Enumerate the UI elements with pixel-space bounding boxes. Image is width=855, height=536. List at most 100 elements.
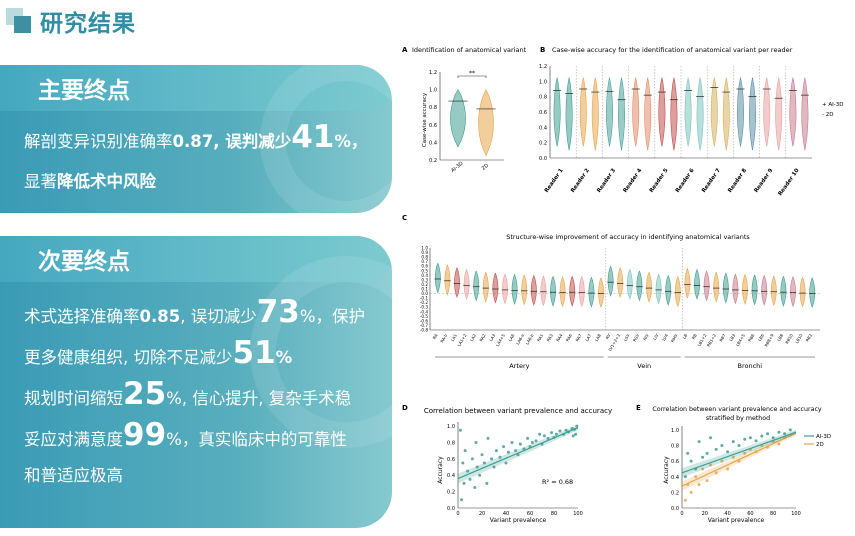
panel-c-violin [761, 275, 768, 306]
data-point [572, 427, 576, 431]
data-point [461, 461, 465, 465]
panel-c-xtick: RA3 [546, 333, 555, 343]
panel-a-title: Identification of anatomical variant [412, 46, 527, 54]
data-point [720, 444, 724, 448]
panel-b-violin-ai3d-5 [658, 77, 666, 147]
panel-b-violin-ai3d-2 [579, 77, 587, 147]
panel-c-xtick: LA6-a [515, 333, 525, 346]
s1-mid: , 误切减少 [180, 307, 257, 326]
data-point [542, 434, 546, 438]
panel-b-reader-label: Reader 2 [570, 168, 591, 194]
panel-c-violin [809, 277, 816, 309]
panel-c-ytick: -0.6 [420, 318, 429, 323]
x-tick: 20 [702, 511, 708, 517]
data-point [686, 451, 690, 455]
panel-c-violin [626, 269, 633, 300]
panel-c-xtick: RIV [642, 333, 650, 342]
panel-b-violin-ai3d-9 [763, 77, 771, 147]
panel-c-violin [617, 267, 624, 299]
panel-c-ytick: 0.8 [421, 255, 428, 260]
panel-c-violin [780, 276, 787, 307]
panel-e-title: Correlation between variant prevalence a… [652, 406, 823, 422]
panel-c-xtick: LSV [623, 333, 631, 342]
data-point [737, 444, 741, 448]
data-point [697, 440, 701, 444]
panel-c-xtick: RB [691, 333, 698, 341]
data-point [570, 427, 574, 431]
panel-a-sig-label: ** [469, 70, 475, 77]
panel-c-ytick: -0.7 [420, 323, 429, 328]
data-point [701, 455, 705, 459]
primary-line2-bold: 降低术中风险 [57, 172, 156, 191]
panel-c-violin [444, 264, 451, 296]
panel-b-violin-ai3d-4 [632, 77, 640, 147]
panel-c-violin [636, 270, 643, 302]
panel-b-violin-2d-8 [748, 77, 757, 151]
panel-c: C Structure-wise improvement of accuracy… [402, 214, 820, 370]
data-point [686, 483, 690, 487]
panel-b-reader-label: Reader 5 [649, 168, 670, 194]
panel-c-violin [473, 270, 480, 302]
panel-b-violin-2d-5 [670, 77, 678, 151]
panel-c-xtick: RMV [670, 333, 679, 343]
panel-c-violin [454, 267, 460, 299]
data-point [783, 432, 787, 436]
panel-c-ytick: 0.4 [421, 273, 428, 278]
panel-b-violin-ai3d-1 [553, 77, 561, 147]
data-point [558, 429, 562, 433]
panel-c-xtick: RB7 [718, 333, 727, 343]
data-point [574, 432, 578, 436]
data-point [694, 475, 698, 479]
primary-accuracy-value: 0.87 [172, 132, 214, 151]
data-point [480, 453, 484, 457]
panel-a-xtick: 2D [481, 163, 490, 172]
data-point [760, 434, 764, 438]
data-point [777, 430, 781, 434]
x-tick: 100 [573, 511, 583, 517]
panel-b-violin-ai3d-10 [789, 77, 797, 147]
panel-c-xtick: RA7 [574, 333, 583, 343]
panel-e: E Correlation between variant prevalence… [636, 404, 831, 524]
panel-b-reader-label: Reader 4 [622, 168, 643, 194]
data-point [575, 424, 579, 428]
panel-c-violin [434, 262, 441, 294]
panel-b-legend-2d: - 2D [822, 112, 833, 118]
panel-c-violin [550, 276, 556, 307]
panel-c-violin [511, 274, 518, 305]
data-point [482, 461, 486, 465]
panel-c-ytick: 0.9 [421, 250, 428, 255]
data-point [754, 439, 758, 443]
panel-b-legend-ai3d: + AI-3D [822, 102, 843, 108]
data-point [766, 445, 769, 449]
panel-c-xtick: LB1+2 [696, 333, 707, 348]
data-point [540, 442, 544, 446]
panel-b-violin-ai3d-7 [710, 77, 718, 147]
fit-line [457, 427, 579, 480]
s1-prefix: 术式选择准确率 [24, 307, 140, 326]
data-point [552, 436, 556, 440]
panel-b-violin-2d-1 [565, 77, 573, 151]
data-point [737, 459, 741, 463]
x-tick: 60 [747, 511, 753, 517]
data-point [494, 449, 498, 453]
panel-c-violin [684, 267, 691, 300]
data-point [492, 465, 496, 469]
panel-c-group-label-artery: Artery [509, 362, 529, 370]
panel-c-xtick: LA7 [584, 333, 592, 342]
panel-c-xtick: RB6 [747, 333, 756, 343]
data-point [683, 475, 687, 479]
panel-e-title-line2: stratified by method [706, 415, 770, 422]
panel-b-reader-label: Reader 1 [544, 168, 565, 194]
panel-d-annotation: R² = 0.68 [542, 478, 573, 486]
x-tick: 40 [503, 511, 509, 517]
panel-a-ytick: 1.0 [429, 88, 437, 94]
data-point [571, 434, 575, 438]
panel-c-violin [799, 277, 806, 308]
s3-big: 25 [123, 376, 167, 412]
data-point [564, 428, 568, 432]
data-point [522, 447, 526, 451]
panel-c-ytick: -0.2 [420, 300, 429, 305]
data-point [502, 445, 506, 449]
panel-c-xtick: LA4+5 [495, 333, 506, 348]
data-point [514, 449, 518, 453]
